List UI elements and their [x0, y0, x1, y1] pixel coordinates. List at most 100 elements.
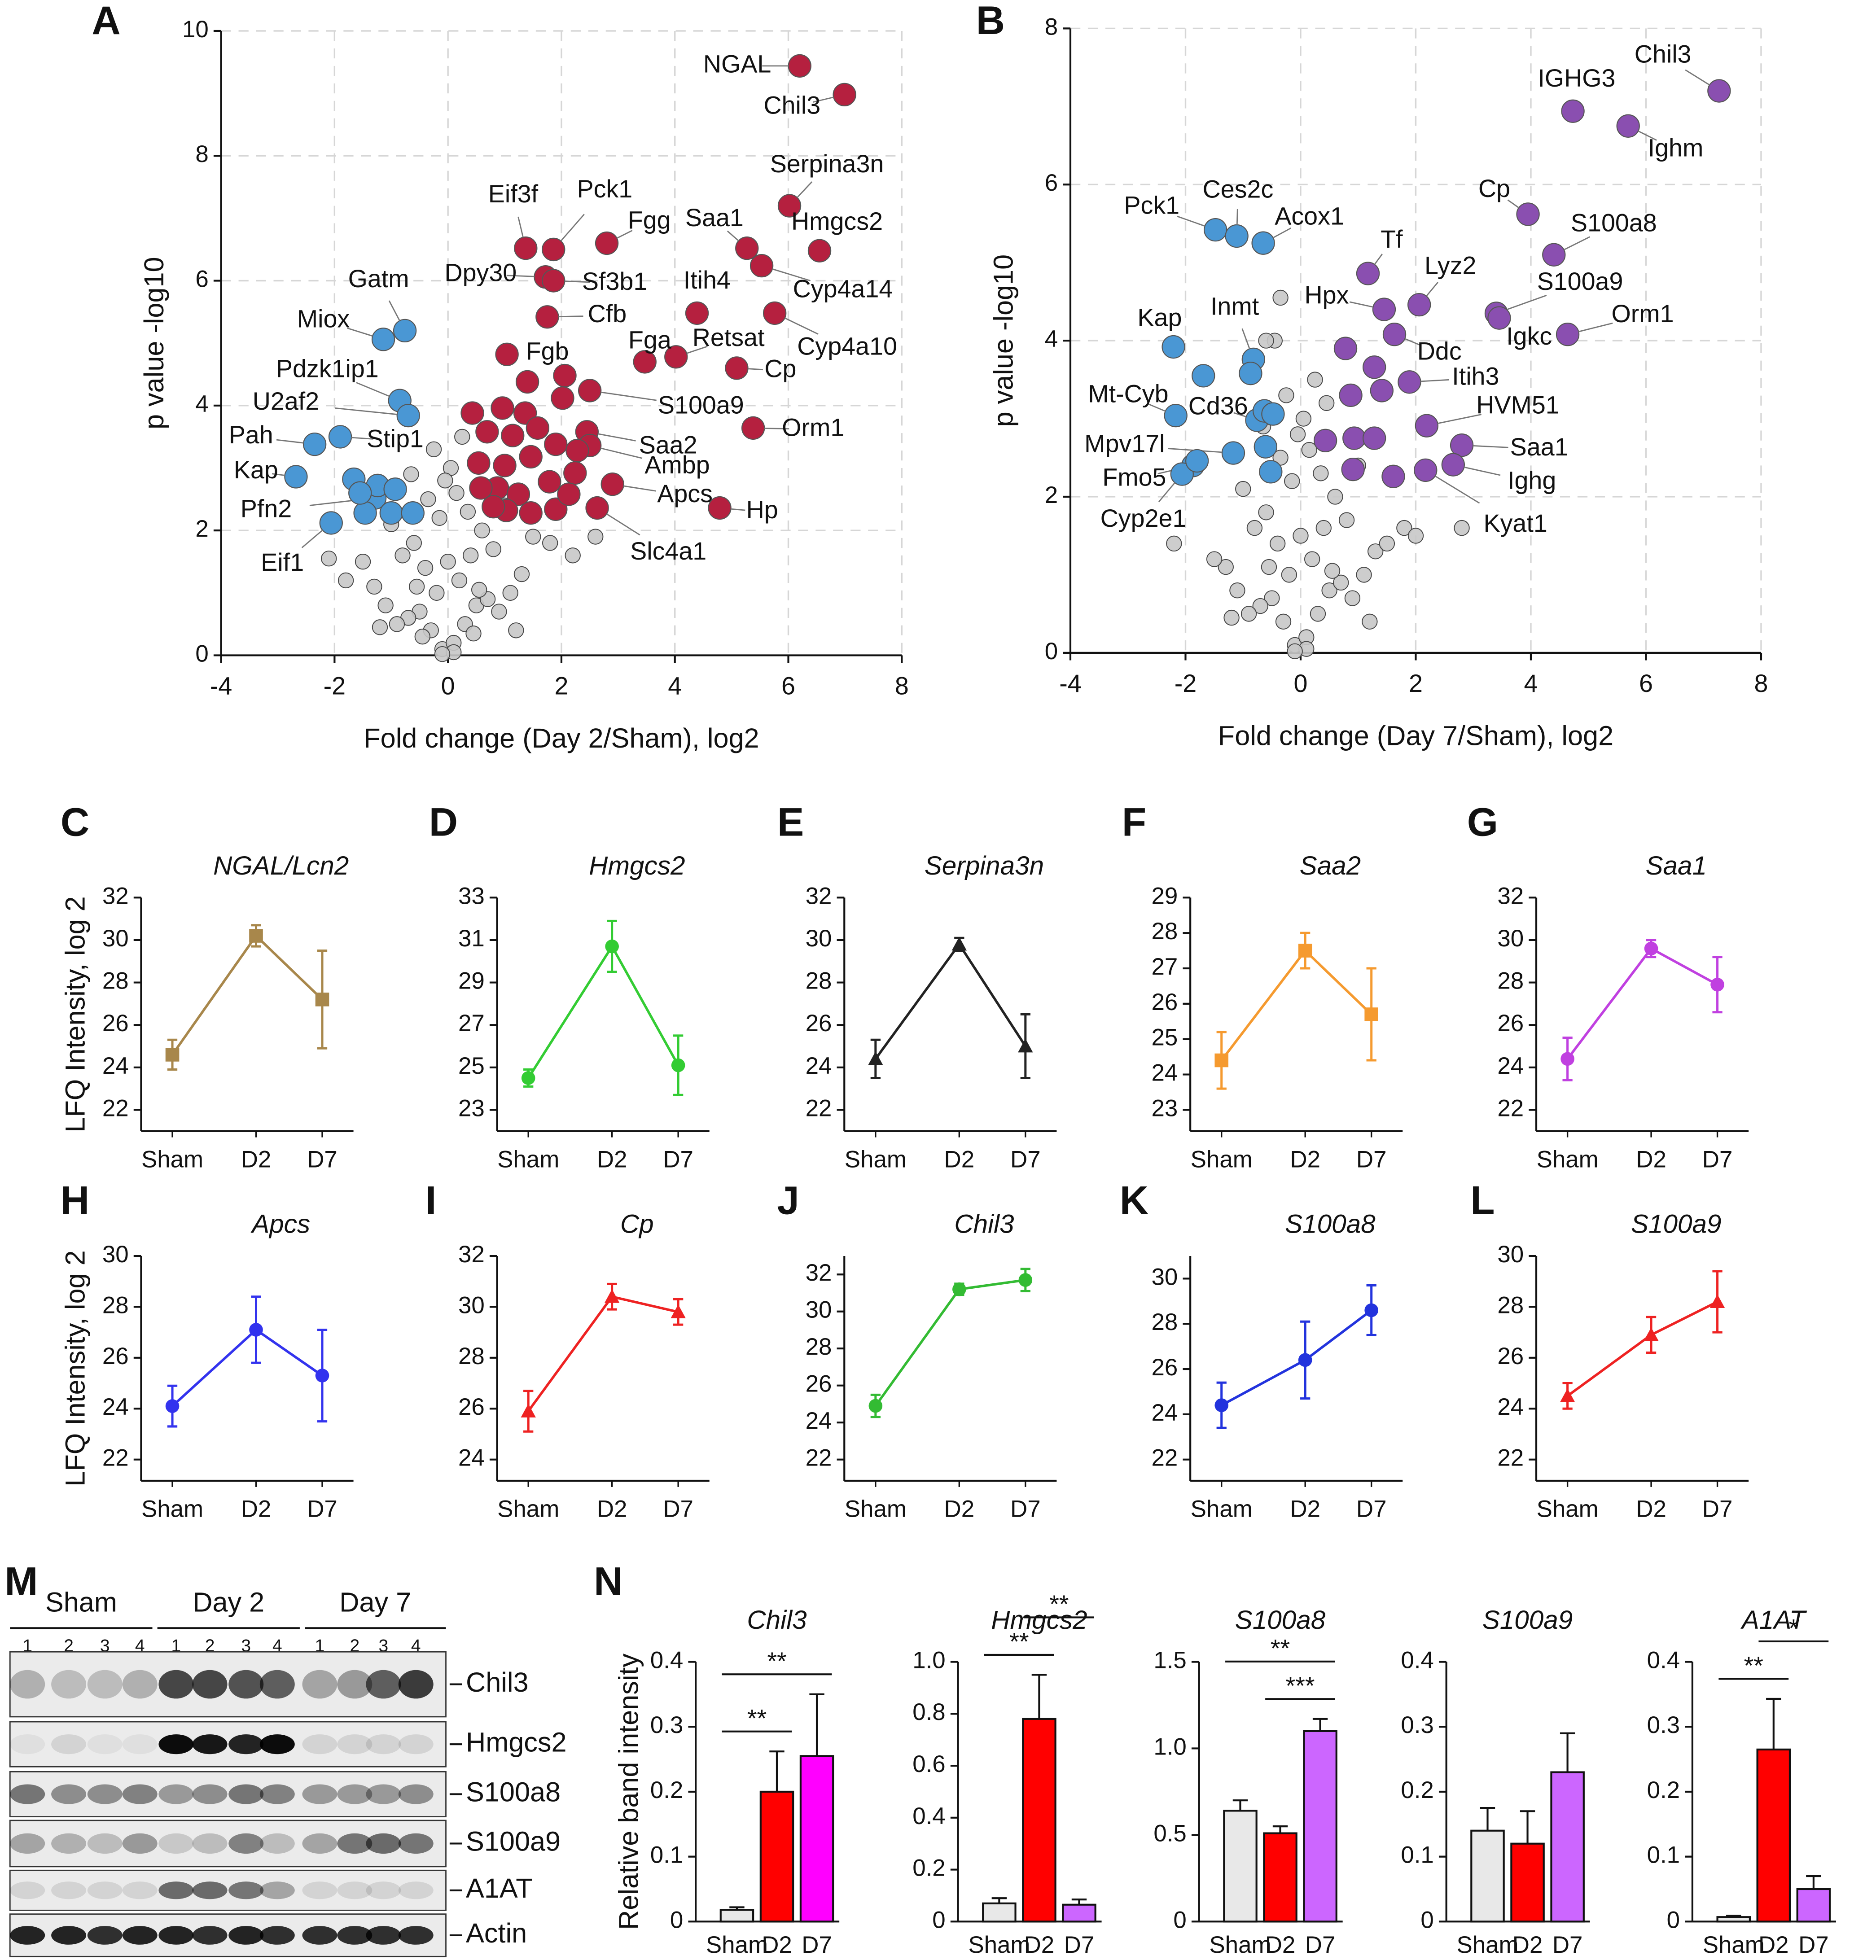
- x-tick-label: 4: [668, 672, 682, 700]
- blot-band: [366, 1734, 401, 1754]
- group-label: Day 2: [193, 1587, 264, 1618]
- y-tick-label: 26: [102, 1010, 129, 1037]
- point-label: Tf: [1381, 225, 1403, 253]
- blot-strip: [9, 1869, 447, 1911]
- point-label: Kap: [1137, 304, 1182, 332]
- point-label: Pdzk1ip1: [276, 355, 379, 383]
- point: [1398, 370, 1421, 394]
- point: [1356, 262, 1380, 285]
- point: [408, 578, 425, 595]
- y-tick-label: 0.1: [1401, 1842, 1433, 1868]
- leader: [1578, 322, 1613, 332]
- leader: [600, 391, 657, 401]
- point-label: Slc4a1: [630, 537, 706, 565]
- x-tick-label: Sham: [1703, 1932, 1765, 1958]
- point-label: Stip1: [367, 424, 424, 452]
- leader: [558, 315, 583, 318]
- lane-label: 1: [315, 1636, 325, 1655]
- point: [460, 401, 484, 425]
- significance-label: **: [767, 1647, 786, 1675]
- blot-band: [122, 1926, 158, 1945]
- point: [1258, 504, 1274, 521]
- point: [1240, 606, 1257, 622]
- blot-band: [259, 1784, 295, 1804]
- point: [807, 239, 832, 262]
- point: [495, 342, 519, 366]
- point: [465, 626, 482, 642]
- y-tick-label: 6: [1045, 170, 1058, 196]
- point: [1170, 462, 1194, 486]
- point: [1407, 528, 1424, 544]
- point: [425, 441, 442, 457]
- y-tick-label: 2: [195, 516, 208, 542]
- leader: [623, 485, 656, 492]
- point: [1415, 414, 1439, 438]
- leader: [1464, 466, 1501, 476]
- significance-label: **: [1009, 1628, 1029, 1656]
- leader: [785, 317, 819, 335]
- point: [475, 420, 499, 444]
- y-tick-label: 28: [806, 968, 832, 994]
- blot-band: [302, 1670, 338, 1699]
- point: [454, 429, 470, 445]
- point: [1321, 582, 1337, 599]
- x-tick-label: D7: [663, 1496, 693, 1522]
- blot-band: [302, 1926, 338, 1945]
- y-tick-label: 22: [102, 1095, 129, 1121]
- significance-label: **: [747, 1704, 767, 1732]
- line: [171, 934, 323, 1056]
- leader: [1507, 294, 1547, 311]
- y-tick-label: 26: [806, 1010, 832, 1037]
- point: [463, 547, 479, 564]
- x-tick-label: Sham: [1191, 1496, 1253, 1522]
- marker: [1364, 1303, 1378, 1317]
- marker: [521, 1404, 536, 1418]
- y-tick-label: 30: [806, 1297, 832, 1323]
- marker: [1644, 941, 1658, 956]
- point-label: Eif3f: [488, 180, 539, 208]
- point: [1225, 224, 1249, 248]
- lane-label: 2: [205, 1636, 215, 1655]
- point: [431, 510, 447, 526]
- lane-label: 4: [411, 1636, 421, 1655]
- point: [1235, 481, 1251, 497]
- y-tick-label: 25: [458, 1053, 485, 1079]
- protein-label: A1AT: [466, 1873, 533, 1903]
- marker: [1298, 1353, 1312, 1367]
- blot-band: [366, 1784, 401, 1804]
- point: [1270, 535, 1286, 552]
- leader: [600, 447, 643, 459]
- x-tick-label: D7: [1010, 1496, 1041, 1522]
- chart-title: S100a9: [1482, 1606, 1573, 1635]
- point: [491, 604, 507, 620]
- point: [1258, 332, 1274, 349]
- point: [1272, 450, 1289, 466]
- chart-title: Chil3: [747, 1606, 807, 1635]
- marker: [1214, 1053, 1229, 1068]
- point-label: Ambp: [644, 451, 710, 479]
- blot-band: [158, 1926, 194, 1945]
- point: [1261, 559, 1277, 575]
- blot-band: [192, 1926, 228, 1945]
- point-label: Ighg: [1508, 466, 1556, 494]
- point: [1310, 606, 1326, 622]
- y-tick-label: 0.2: [650, 1777, 683, 1803]
- blot-band: [302, 1881, 338, 1899]
- leader: [598, 433, 636, 442]
- x-tick-label: 6: [1639, 669, 1653, 697]
- significance-label: **: [1744, 1652, 1763, 1680]
- lane-label: 1: [22, 1636, 32, 1655]
- line: [527, 944, 679, 1079]
- point: [526, 416, 550, 440]
- point-label: Apcs: [657, 480, 713, 508]
- blot-band: [51, 1926, 87, 1945]
- x-tick-label: -4: [210, 672, 232, 700]
- error-bar: [809, 1693, 824, 1756]
- blot-band: [122, 1881, 158, 1899]
- point: [542, 535, 558, 551]
- point: [1204, 218, 1227, 242]
- blot-band: [192, 1881, 228, 1899]
- point: [741, 416, 765, 440]
- y-tick-label: 8: [1045, 13, 1058, 40]
- point-label: Pck1: [577, 175, 632, 203]
